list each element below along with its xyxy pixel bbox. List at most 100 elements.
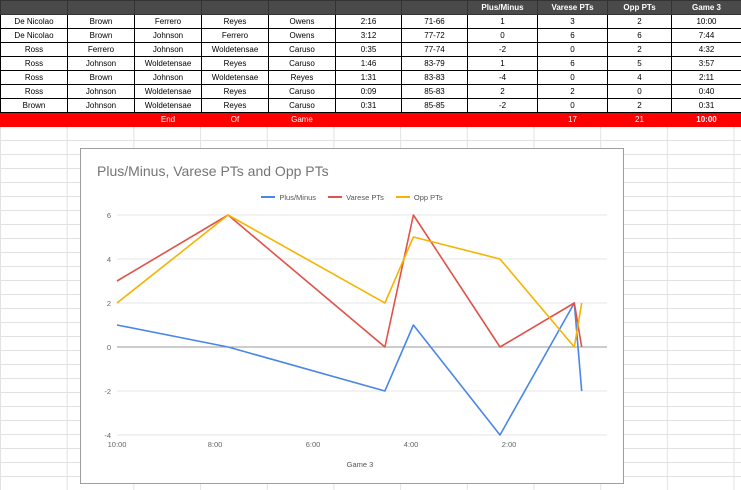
- table-cell[interactable]: [467, 112, 538, 127]
- table-cell[interactable]: Game: [268, 112, 336, 127]
- table-cell[interactable]: Reyes: [268, 70, 336, 85]
- chart-container[interactable]: Plus/Minus, Varese PTs and Opp PTs Plus/…: [80, 148, 624, 484]
- table-cell[interactable]: 1:46: [335, 56, 402, 71]
- table-cell[interactable]: 77-74: [401, 42, 468, 57]
- table-cell[interactable]: Game 3: [671, 0, 741, 15]
- table-cell[interactable]: Brown: [67, 28, 135, 43]
- table-cell[interactable]: Reyes: [201, 14, 269, 29]
- table-cell[interactable]: 10:00: [671, 112, 741, 127]
- table-cell[interactable]: 2: [607, 98, 672, 113]
- table-cell[interactable]: 0:31: [671, 98, 741, 113]
- table-cell[interactable]: Ross: [0, 56, 68, 71]
- table-cell[interactable]: 0: [537, 42, 608, 57]
- table-cell[interactable]: 4: [607, 70, 672, 85]
- table-cell[interactable]: 0:09: [335, 84, 402, 99]
- table-cell[interactable]: Ross: [0, 42, 68, 57]
- table-cell[interactable]: Ferrero: [201, 28, 269, 43]
- table-cell[interactable]: 2:11: [671, 70, 741, 85]
- table-cell[interactable]: Woldetensae: [201, 42, 269, 57]
- table-cell[interactable]: 17: [537, 112, 608, 127]
- table-cell[interactable]: 77-72: [401, 28, 468, 43]
- table-cell[interactable]: 3:12: [335, 28, 402, 43]
- table-cell[interactable]: [268, 0, 336, 15]
- table-cell[interactable]: Caruso: [268, 56, 336, 71]
- table-cell[interactable]: Johnson: [134, 70, 202, 85]
- table-cell[interactable]: 0: [537, 98, 608, 113]
- table-cell[interactable]: [335, 0, 402, 15]
- legend-item[interactable]: Varese PTs: [328, 193, 384, 202]
- table-cell[interactable]: Ferrero: [134, 14, 202, 29]
- table-cell[interactable]: Caruso: [268, 42, 336, 57]
- table-cell[interactable]: Caruso: [268, 84, 336, 99]
- table-cell[interactable]: Woldetensae: [201, 70, 269, 85]
- table-cell[interactable]: Caruso: [268, 98, 336, 113]
- table-cell[interactable]: 0: [467, 28, 538, 43]
- table-cell[interactable]: 6: [607, 28, 672, 43]
- legend-item[interactable]: Opp PTs: [395, 193, 443, 202]
- legend-item[interactable]: Plus/Minus: [261, 193, 316, 202]
- table-cell[interactable]: 0: [607, 84, 672, 99]
- table-cell[interactable]: 83-83: [401, 70, 468, 85]
- table-cell[interactable]: 85-83: [401, 84, 468, 99]
- table-cell[interactable]: 6: [537, 28, 608, 43]
- table-cell[interactable]: 0:31: [335, 98, 402, 113]
- table-cell[interactable]: Ferrero: [67, 42, 135, 57]
- table-cell[interactable]: 2: [607, 42, 672, 57]
- table-cell[interactable]: -4: [467, 70, 538, 85]
- table-cell[interactable]: 21: [607, 112, 672, 127]
- table-cell[interactable]: [401, 112, 468, 127]
- table-cell[interactable]: 2: [467, 84, 538, 99]
- table-cell[interactable]: Johnson: [134, 28, 202, 43]
- table-cell[interactable]: 2: [607, 14, 672, 29]
- table-cell[interactable]: Johnson: [67, 84, 135, 99]
- table-cell[interactable]: 2:16: [335, 14, 402, 29]
- table-cell[interactable]: Brown: [67, 70, 135, 85]
- table-cell[interactable]: 0: [537, 70, 608, 85]
- table-cell[interactable]: Opp PTs: [607, 0, 672, 15]
- table-cell[interactable]: Woldetensae: [134, 56, 202, 71]
- table-cell[interactable]: Johnson: [67, 98, 135, 113]
- table-cell[interactable]: [201, 0, 269, 15]
- table-cell[interactable]: 1: [467, 14, 538, 29]
- table-cell[interactable]: De Nicolao: [0, 14, 68, 29]
- table-cell[interactable]: End: [134, 112, 202, 127]
- table-cell[interactable]: Johnson: [67, 56, 135, 71]
- table-cell[interactable]: Johnson: [134, 42, 202, 57]
- table-cell[interactable]: 6: [537, 56, 608, 71]
- table-cell[interactable]: 83-79: [401, 56, 468, 71]
- table-cell[interactable]: De Nicolao: [0, 28, 68, 43]
- table-cell[interactable]: Owens: [268, 14, 336, 29]
- table-cell[interactable]: 1: [467, 56, 538, 71]
- table-cell[interactable]: 10:00: [671, 14, 741, 29]
- table-cell[interactable]: Brown: [0, 98, 68, 113]
- table-cell[interactable]: 0:40: [671, 84, 741, 99]
- table-cell[interactable]: -2: [467, 98, 538, 113]
- table-cell[interactable]: 0:35: [335, 42, 402, 57]
- table-cell[interactable]: [335, 112, 402, 127]
- table-cell[interactable]: Woldetensae: [134, 98, 202, 113]
- table-cell[interactable]: 4:32: [671, 42, 741, 57]
- table-cell[interactable]: 3: [537, 14, 608, 29]
- table-cell[interactable]: 2: [537, 84, 608, 99]
- table-cell[interactable]: [0, 0, 68, 15]
- table-cell[interactable]: 71-66: [401, 14, 468, 29]
- table-cell[interactable]: Plus/Minus: [467, 0, 538, 15]
- table-cell[interactable]: -2: [467, 42, 538, 57]
- table-cell[interactable]: 1:31: [335, 70, 402, 85]
- table-cell[interactable]: 7:44: [671, 28, 741, 43]
- table-cell[interactable]: 85-85: [401, 98, 468, 113]
- table-cell[interactable]: [67, 0, 135, 15]
- table-cell[interactable]: Ross: [0, 70, 68, 85]
- table-cell[interactable]: [0, 112, 68, 127]
- table-cell[interactable]: Woldetensae: [134, 84, 202, 99]
- table-cell[interactable]: [134, 0, 202, 15]
- table-cell[interactable]: Ross: [0, 84, 68, 99]
- table-cell[interactable]: Brown: [67, 14, 135, 29]
- table-cell[interactable]: Of: [201, 112, 269, 127]
- table-cell[interactable]: [67, 112, 135, 127]
- table-cell[interactable]: 5: [607, 56, 672, 71]
- table-cell[interactable]: Reyes: [201, 56, 269, 71]
- table-cell[interactable]: Owens: [268, 28, 336, 43]
- table-cell[interactable]: Varese PTs: [537, 0, 608, 15]
- table-cell[interactable]: Reyes: [201, 98, 269, 113]
